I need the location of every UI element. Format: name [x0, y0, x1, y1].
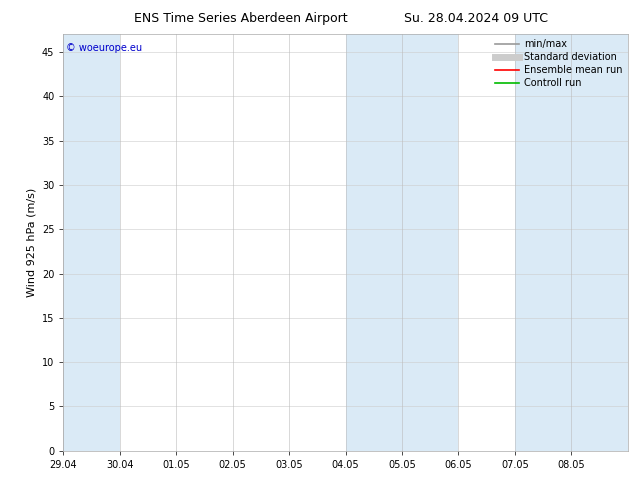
Text: ENS Time Series Aberdeen Airport: ENS Time Series Aberdeen Airport	[134, 12, 347, 25]
Y-axis label: Wind 925 hPa (m/s): Wind 925 hPa (m/s)	[27, 188, 36, 297]
Bar	[515, 34, 628, 451]
Bar	[346, 34, 458, 451]
Text: Su. 28.04.2024 09 UTC: Su. 28.04.2024 09 UTC	[403, 12, 548, 25]
Bar	[63, 34, 120, 451]
Text: © woeurope.eu: © woeurope.eu	[66, 43, 143, 52]
Legend: min/max, Standard deviation, Ensemble mean run, Controll run: min/max, Standard deviation, Ensemble me…	[495, 39, 623, 88]
